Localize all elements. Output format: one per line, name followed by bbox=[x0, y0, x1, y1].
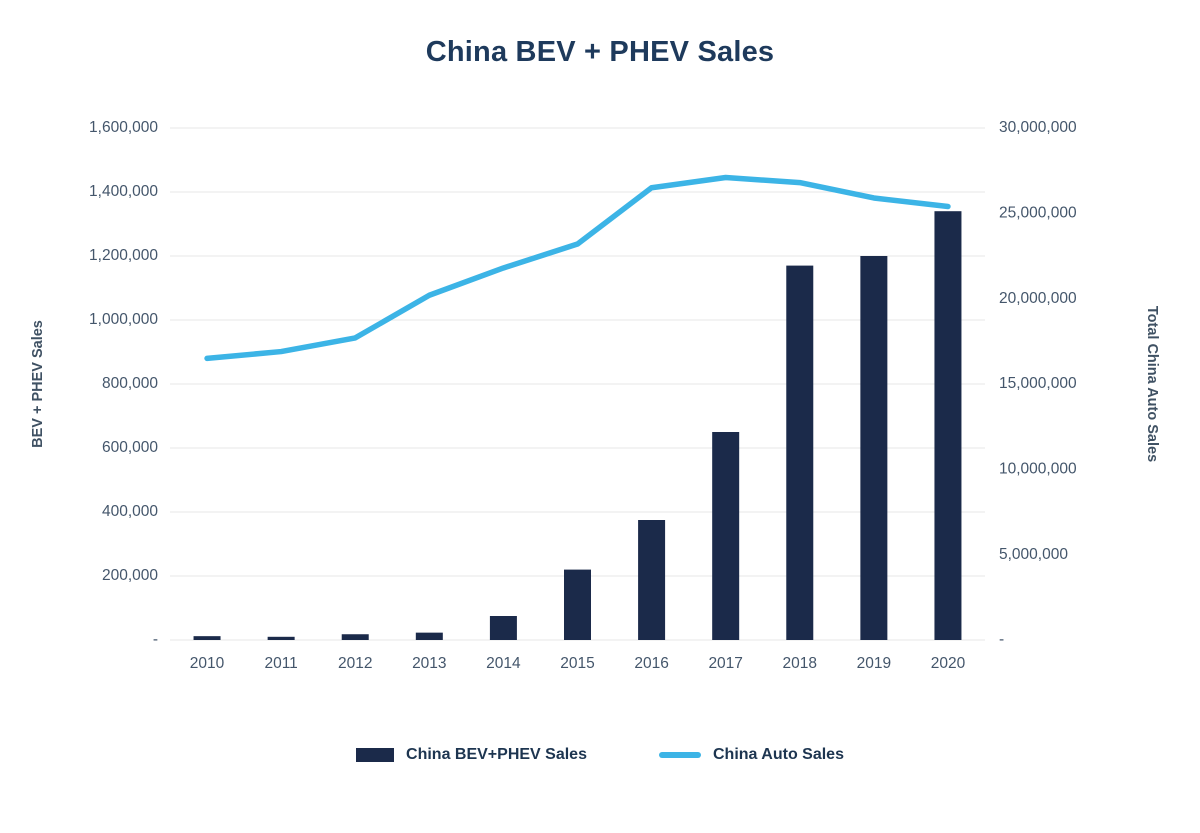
line-series bbox=[204, 174, 951, 362]
y-left-tick-label: 400,000 bbox=[102, 503, 158, 520]
bar bbox=[267, 636, 295, 640]
y-left-tick-label: 600,000 bbox=[102, 439, 158, 456]
y-right-tick-label: 30,000,000 bbox=[999, 119, 1077, 136]
x-tick-label: 2015 bbox=[560, 655, 594, 672]
bar bbox=[638, 520, 666, 640]
y-left-tick-label: 800,000 bbox=[102, 375, 158, 392]
bar bbox=[860, 256, 888, 640]
x-tick-label: 2014 bbox=[486, 655, 521, 672]
y-right-tick-label: 20,000,000 bbox=[999, 290, 1077, 307]
bar bbox=[489, 616, 517, 640]
x-tick-label: 2013 bbox=[412, 655, 446, 672]
bar bbox=[712, 432, 740, 640]
legend-bar-swatch bbox=[356, 748, 395, 762]
legend-line-swatch bbox=[658, 752, 701, 758]
legend-item-auto-sales: China Auto Sales bbox=[658, 746, 844, 764]
legend-label-auto-sales: China Auto Sales bbox=[712, 746, 844, 763]
y-left-tick-label: 1,400,000 bbox=[89, 183, 158, 200]
x-tick-label: 2016 bbox=[634, 655, 668, 672]
chart-title: China BEV + PHEV Sales bbox=[425, 36, 775, 68]
legend: China BEV+PHEV Sales China Auto Sales bbox=[0, 746, 1200, 764]
y-right-tick-label: 25,000,000 bbox=[999, 204, 1077, 221]
x-tick-label: 2012 bbox=[338, 655, 372, 672]
bar bbox=[341, 634, 369, 640]
bar bbox=[193, 636, 221, 640]
y-left-tick-label: 1,000,000 bbox=[89, 311, 158, 328]
legend-item-bev-phev: China BEV+PHEV Sales bbox=[356, 746, 587, 764]
bar bbox=[415, 632, 443, 640]
chart-canvas: - 200,000 400,000 600,000 800,000 1,000,000 1,… bbox=[89, 119, 1077, 672]
x-tick-label: 2019 bbox=[857, 655, 891, 672]
legend-label-bev-phev: China BEV+PHEV Sales bbox=[406, 746, 587, 763]
x-tick-label: 2011 bbox=[264, 655, 297, 672]
bar bbox=[786, 265, 814, 640]
x-tick-label: 2010 bbox=[190, 655, 225, 672]
x-tick-label: 2018 bbox=[783, 655, 817, 672]
x-tick-label: 2017 bbox=[708, 655, 742, 672]
bar bbox=[564, 569, 591, 640]
y-left-tick-label: 1,600,000 bbox=[89, 119, 158, 136]
y-right-tick-label: 15,000,000 bbox=[999, 375, 1077, 392]
y-left-tick-label: - bbox=[153, 631, 158, 648]
y-right-tick-label: 10,000,000 bbox=[999, 460, 1077, 477]
x-tick-label: 2020 bbox=[931, 655, 966, 672]
y-left-tick-label: 1,200,000 bbox=[89, 247, 158, 264]
bar bbox=[934, 211, 962, 640]
y-left-tick-label: 200,000 bbox=[102, 567, 158, 584]
y-right-tick-label: - bbox=[999, 631, 1004, 648]
y-right-tick-label: 5,000,000 bbox=[999, 546, 1068, 563]
